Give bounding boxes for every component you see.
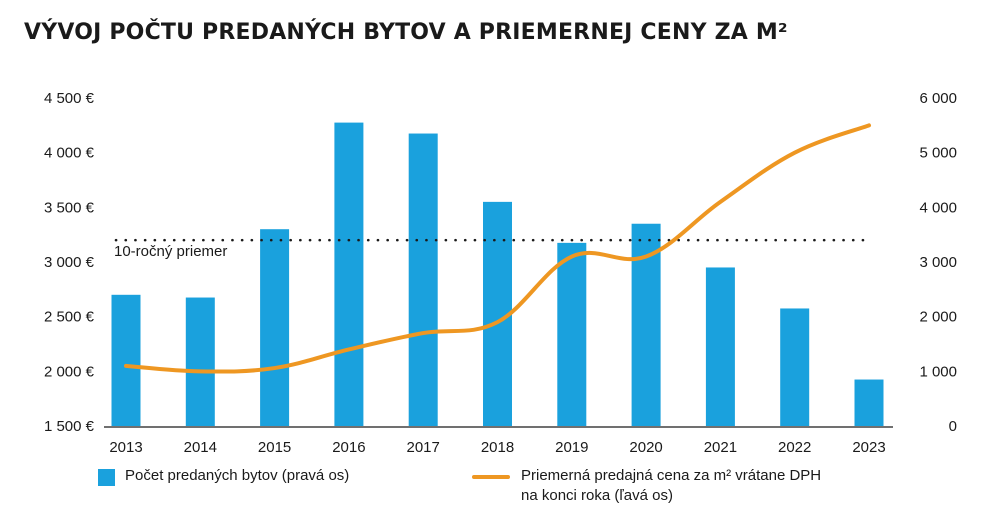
left-axis-tick-label: 2 000 € [44,363,95,380]
right-axis-tick-label: 3 000 [919,254,957,271]
chart-title: VÝVOJ POČTU PREDANÝCH BYTOV A PRIEMERNEJ… [24,20,788,45]
bar [408,133,438,427]
left-axis-tick-label: 3 500 € [44,199,95,216]
legend-item-bars: Počet predaných bytov (pravá os) [98,466,349,486]
x-axis-tick-label: 2019 [555,439,588,456]
left-axis-tick-label: 3 000 € [44,254,95,271]
right-axis-tick-label: 1 000 [919,363,957,380]
legend-line-label-2: na konci roka (ľavá os) [521,487,673,504]
x-axis-tick-label: 2018 [481,439,514,456]
bar [780,308,810,426]
x-axis-tick-label: 2022 [778,439,811,456]
average-line-group: 10-ročný priemer [114,238,874,260]
average-label: 10-ročný priemer [114,243,227,260]
legend-bar-swatch [98,469,115,486]
x-axis-tick-label: 2020 [629,439,662,456]
right-axis: 0 1 000 2 000 3 000 4 000 5 000 6 000 [919,90,957,435]
x-axis-tick-label: 2021 [704,439,737,456]
bar [854,379,884,426]
left-axis-tick-label: 1 500 € [44,418,95,435]
legend-bars-label: Počet predaných bytov (pravá os) [125,467,350,484]
price-line [124,123,871,374]
bar [705,267,735,426]
x-axis-tick-label: 2017 [407,439,440,456]
left-axis-tick-label: 4 000 € [44,145,95,162]
x-axis-tick-label: 2023 [852,439,885,456]
right-axis-tick-label: 5 000 [919,145,957,162]
x-axis-tick-label: 2015 [258,439,291,456]
x-axis: 2013 2014 2015 2016 2017 2018 2019 2020 2021 2022… [104,426,893,456]
right-axis-tick-label: 2 000 [919,309,957,326]
bar-series [111,122,884,427]
x-axis-tick-label: 2016 [332,439,365,456]
left-axis: 1 500 € 2 000 € 2 500 € 3 000 € 3 500 € 4 000… [44,90,95,435]
bar [557,242,587,426]
bar [185,297,215,426]
x-axis-tick-label: 2014 [184,439,217,456]
bar [334,122,364,426]
legend-line-label-1: Priemerná predajná cena za m² vrátane DP… [521,467,822,484]
legend-item-line: Priemerná predajná cena za m² vrátane DP… [472,466,821,506]
legend-line-swatch [472,475,510,479]
left-axis-tick-label: 2 500 € [44,309,95,326]
x-axis-tick-label: 2013 [109,439,142,456]
chart-plot: 1 500 € 2 000 € 2 500 € 3 000 € 3 500 € 4 000… [44,90,957,456]
right-axis-tick-label: 6 000 [919,90,957,107]
bar [260,229,290,426]
right-axis-tick-label: 0 [949,418,957,435]
line-series [124,123,871,374]
bar [111,294,141,426]
right-axis-tick-label: 4 000 [919,199,957,216]
left-axis-tick-label: 4 500 € [44,90,95,107]
